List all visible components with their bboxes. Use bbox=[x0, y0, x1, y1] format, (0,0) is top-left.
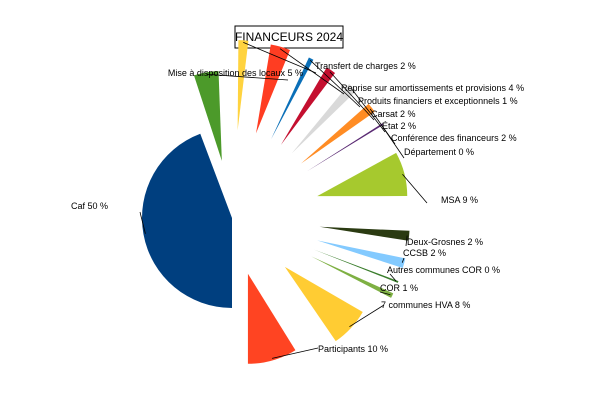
pie-slice-6 bbox=[280, 67, 336, 145]
slice-label-15: 7 communes HVA 8 % bbox=[381, 300, 470, 310]
slice-label-6: Carsat 2 % bbox=[371, 109, 416, 119]
slice-label-12: CCSB 2 % bbox=[403, 248, 446, 258]
slice-label-3: Transfert de charges 2 % bbox=[315, 61, 416, 71]
pie-slice-11 bbox=[319, 226, 410, 241]
leader-line-12 bbox=[401, 257, 405, 263]
slice-label-14: COR 1 % bbox=[380, 283, 418, 293]
leader-line-14 bbox=[379, 291, 391, 296]
pie-slice-3 bbox=[237, 40, 249, 131]
slice-label-8: Conférence des financeurs 2 % bbox=[391, 133, 517, 143]
chart-title: FINANCEURS 2024 bbox=[235, 30, 343, 44]
pie-slice-13 bbox=[314, 249, 399, 283]
slice-label-1: Caf 50 % bbox=[71, 201, 108, 211]
pie-slice-5 bbox=[271, 57, 314, 140]
pie-slice-10 bbox=[317, 152, 408, 197]
pie-slice-12 bbox=[317, 240, 406, 269]
title-box bbox=[234, 25, 344, 49]
slice-label-11: Deux-Grosnes 2 % bbox=[407, 237, 483, 247]
leader-line-1 bbox=[139, 211, 146, 234]
pie-slice-8 bbox=[301, 103, 375, 164]
slice-label-4: Reprise sur amortissements et provisions… bbox=[341, 83, 524, 93]
pie-slice-1 bbox=[141, 133, 232, 308]
leader-line-6 bbox=[329, 71, 375, 121]
slice-label-10: MSA 9 % bbox=[441, 195, 478, 205]
slice-labels: Caf 50 % Mise à disposition des locaux 5 … bbox=[71, 61, 524, 354]
leader-line-2 bbox=[206, 73, 289, 81]
leader-lines bbox=[139, 41, 428, 359]
leader-line-16 bbox=[271, 347, 319, 359]
slice-label-16: Participants 10 % bbox=[318, 344, 388, 354]
pie-slice-15 bbox=[284, 266, 363, 342]
leader-line-13 bbox=[389, 273, 397, 282]
leader-line-7 bbox=[351, 88, 386, 133]
slice-label-2: Mise à disposition des locaux 5 % bbox=[168, 68, 303, 78]
slice-label-9: Département 0 % bbox=[404, 147, 474, 157]
pie-slice-14 bbox=[311, 256, 394, 298]
pie-slice-4 bbox=[256, 44, 291, 134]
pie-slices bbox=[141, 40, 410, 364]
pie-slice-16 bbox=[247, 273, 296, 364]
slice-label-13: Autres communes COR 0 % bbox=[387, 265, 500, 275]
leader-line-4 bbox=[279, 48, 345, 95]
leader-line-15 bbox=[349, 304, 385, 328]
pie-slice-2 bbox=[193, 70, 222, 161]
slice-label-7: État 2 % bbox=[382, 121, 416, 131]
leader-line-11 bbox=[405, 235, 408, 247]
pie-slice-9 bbox=[306, 123, 384, 172]
slice-label-5: Produits financiers et exceptionnels 1 % bbox=[358, 96, 518, 106]
leader-line-5 bbox=[309, 60, 361, 108]
leader-line-9 bbox=[381, 124, 405, 159]
leader-line-10 bbox=[402, 173, 428, 204]
leader-line-3 bbox=[243, 41, 317, 74]
pie-slice-7 bbox=[291, 84, 357, 154]
